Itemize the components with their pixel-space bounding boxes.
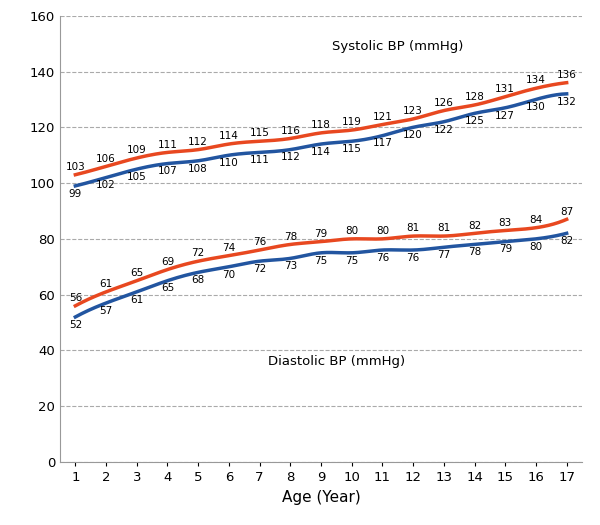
Text: 116: 116 bbox=[280, 125, 300, 135]
Text: 111: 111 bbox=[158, 140, 178, 150]
Text: 128: 128 bbox=[464, 92, 484, 102]
Text: 108: 108 bbox=[188, 164, 208, 174]
Text: 131: 131 bbox=[495, 84, 515, 94]
Text: 117: 117 bbox=[373, 139, 392, 149]
Text: 82: 82 bbox=[560, 236, 573, 246]
Text: 87: 87 bbox=[560, 206, 573, 217]
Text: 127: 127 bbox=[495, 111, 515, 121]
Text: 74: 74 bbox=[222, 243, 236, 253]
Text: 69: 69 bbox=[161, 257, 174, 267]
X-axis label: Age (Year): Age (Year) bbox=[281, 490, 361, 505]
Text: 114: 114 bbox=[311, 147, 331, 157]
Text: 136: 136 bbox=[557, 70, 577, 80]
Text: 72: 72 bbox=[191, 248, 205, 258]
Text: 68: 68 bbox=[191, 275, 205, 285]
Text: 132: 132 bbox=[557, 97, 577, 107]
Text: 79: 79 bbox=[499, 245, 512, 255]
Text: 80: 80 bbox=[529, 242, 542, 251]
Text: 115: 115 bbox=[250, 129, 269, 139]
Text: 61: 61 bbox=[130, 295, 143, 304]
Text: 75: 75 bbox=[345, 256, 358, 266]
Text: 65: 65 bbox=[130, 268, 143, 278]
Text: 80: 80 bbox=[345, 226, 358, 236]
Text: 57: 57 bbox=[100, 306, 113, 316]
Text: 70: 70 bbox=[223, 269, 235, 279]
Text: 121: 121 bbox=[373, 112, 392, 122]
Text: 80: 80 bbox=[376, 226, 389, 236]
Text: Diastolic BP (mmHg): Diastolic BP (mmHg) bbox=[268, 355, 405, 368]
Text: 102: 102 bbox=[96, 180, 116, 190]
Text: 111: 111 bbox=[250, 155, 269, 165]
Text: 119: 119 bbox=[342, 117, 362, 128]
Text: 65: 65 bbox=[161, 284, 174, 293]
Text: Systolic BP (mmHg): Systolic BP (mmHg) bbox=[332, 40, 463, 53]
Text: 75: 75 bbox=[314, 256, 328, 266]
Text: 103: 103 bbox=[65, 162, 85, 172]
Text: 126: 126 bbox=[434, 98, 454, 108]
Text: 76: 76 bbox=[376, 253, 389, 263]
Text: 115: 115 bbox=[342, 144, 362, 154]
Text: 78: 78 bbox=[284, 232, 297, 242]
Text: 72: 72 bbox=[253, 264, 266, 274]
Text: 110: 110 bbox=[219, 158, 239, 168]
Text: 130: 130 bbox=[526, 102, 546, 112]
Text: 114: 114 bbox=[219, 131, 239, 141]
Text: 52: 52 bbox=[69, 320, 82, 330]
Text: 112: 112 bbox=[188, 137, 208, 147]
Text: 56: 56 bbox=[69, 293, 82, 303]
Text: 109: 109 bbox=[127, 145, 146, 155]
Text: 134: 134 bbox=[526, 76, 546, 86]
Text: 79: 79 bbox=[314, 229, 328, 239]
Text: 123: 123 bbox=[403, 106, 423, 116]
Text: 105: 105 bbox=[127, 172, 146, 182]
Text: 81: 81 bbox=[437, 223, 451, 233]
Text: 122: 122 bbox=[434, 124, 454, 134]
Text: 78: 78 bbox=[468, 247, 481, 257]
Text: 77: 77 bbox=[437, 250, 451, 260]
Text: 83: 83 bbox=[499, 218, 512, 228]
Text: 106: 106 bbox=[96, 154, 116, 164]
Text: 76: 76 bbox=[253, 237, 266, 247]
Text: 81: 81 bbox=[406, 223, 420, 233]
Text: 73: 73 bbox=[284, 261, 297, 271]
Text: 125: 125 bbox=[464, 116, 484, 126]
Text: 84: 84 bbox=[529, 215, 542, 225]
Text: 120: 120 bbox=[403, 130, 423, 140]
Text: 82: 82 bbox=[468, 220, 481, 230]
Text: 107: 107 bbox=[158, 166, 178, 176]
Text: 61: 61 bbox=[100, 279, 113, 289]
Text: 118: 118 bbox=[311, 120, 331, 130]
Text: 99: 99 bbox=[69, 188, 82, 198]
Text: 76: 76 bbox=[406, 253, 420, 263]
Text: 112: 112 bbox=[280, 152, 300, 162]
